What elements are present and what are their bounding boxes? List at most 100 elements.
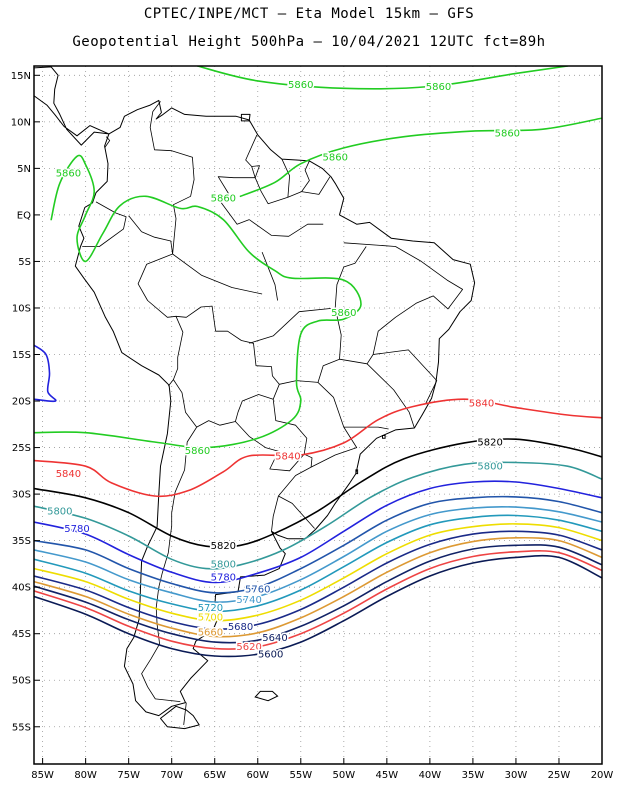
coastline: [160, 705, 200, 730]
lat-tick-label: 5S: [18, 257, 31, 268]
contour-5740: [34, 506, 602, 603]
contour-label-5840: 5840: [275, 451, 300, 462]
contour-label-5820: 5820: [477, 437, 502, 448]
lon-tick-label: 85W: [31, 770, 54, 781]
country-border: [334, 246, 367, 309]
lon-tick-label: 65W: [203, 770, 226, 781]
lon-tick-label: 45W: [376, 770, 399, 781]
contour-5860: [34, 344, 57, 403]
contour-label-5720: 5720: [198, 603, 223, 614]
island-outline: [355, 469, 359, 475]
country-border: [104, 136, 111, 149]
contour-label-5860: 5860: [495, 129, 520, 140]
lat-tick-label: EQ: [17, 210, 31, 221]
contour-label-5860: 5860: [331, 308, 356, 319]
lat-tick-label: 50S: [12, 676, 31, 687]
lat-tick-label: 10N: [11, 117, 31, 128]
lat-tick-label: 15S: [12, 350, 31, 361]
contour-5760: [34, 495, 602, 594]
contour-label-5780: 5780: [64, 524, 89, 535]
coastline: [34, 66, 110, 146]
country-border: [172, 253, 263, 295]
map-title-line-1: CPTEC/INPE/MCT – Eta Model 15km – GFS: [143, 6, 475, 22]
lon-tick-label: 30W: [505, 770, 528, 781]
contour-label-5860: 5860: [211, 194, 236, 205]
country-border: [343, 426, 389, 430]
contour-5640: [34, 544, 602, 644]
country-border: [373, 349, 438, 404]
contour-5660: [34, 536, 602, 638]
country-border: [217, 134, 258, 202]
lat-tick-label: 25S: [12, 443, 31, 454]
map-frame: [33, 65, 603, 765]
country-border: [251, 158, 290, 205]
country-border: [278, 453, 315, 529]
lat-tick-label: 15N: [11, 71, 31, 82]
contour-label-5800: 5800: [211, 559, 236, 570]
contour-labels: 5860 5860 5860 5860 5860 5860 5860 5860 5840 5840…: [46, 79, 522, 663]
contour-label-5840: 5840: [469, 398, 494, 409]
contour-label-5820: 5820: [211, 541, 236, 552]
island-outline: [254, 690, 279, 702]
lon-tick-label: 50W: [333, 770, 356, 781]
contour-label-5860: 5860: [426, 82, 451, 93]
lat-tick-label: 35S: [12, 536, 31, 547]
lat-tick-label: 40S: [12, 583, 31, 594]
country-border: [249, 307, 342, 360]
contour-5860: [196, 66, 569, 90]
country-border: [301, 176, 331, 195]
country-border: [141, 379, 198, 702]
lon-tick-label: 55W: [289, 770, 312, 781]
contour-label-5640: 5640: [262, 633, 287, 644]
lon-tick-label: 75W: [117, 770, 140, 781]
lon-tick-label: 35W: [462, 770, 485, 781]
country-border: [175, 305, 280, 428]
contour-5600: [34, 554, 602, 658]
contour-label-5800: 5800: [47, 506, 72, 517]
lon-tick-label: 60W: [246, 770, 269, 781]
contour-label-5860: 5860: [56, 169, 81, 180]
contour-5860: [239, 117, 602, 198]
contour-5620: [34, 550, 602, 650]
lon-tick-label: 40W: [419, 770, 442, 781]
country-border: [261, 251, 278, 301]
lat-tick-label: 20S: [12, 397, 31, 408]
coastline: [74, 99, 476, 717]
contour-5860: [34, 154, 362, 449]
country-border: [137, 231, 184, 387]
country-border: [287, 160, 310, 198]
lat-tick-label: 30S: [12, 490, 31, 501]
country-border: [310, 242, 463, 468]
lon-tick-label: 70W: [160, 770, 183, 781]
lat-tick-label: 55S: [12, 722, 31, 733]
contour-label-5680: 5680: [228, 622, 253, 633]
contour-label-5780: 5780: [211, 572, 236, 583]
contour-label-5600: 5600: [258, 650, 283, 661]
country-border: [128, 215, 142, 232]
contour-label-5860: 5860: [288, 80, 313, 91]
country-border: [271, 495, 279, 532]
country-border: [248, 219, 324, 237]
country-border: [366, 363, 415, 429]
lon-tick-label: 20W: [591, 770, 614, 781]
contour-label-5740: 5740: [236, 595, 261, 606]
coastline: [240, 113, 251, 122]
contour-5840: [34, 398, 602, 498]
country-border: [279, 380, 319, 385]
contour-label-5860: 5860: [322, 153, 347, 164]
contour-5820: [34, 438, 602, 548]
contour-5680: [34, 530, 602, 630]
country-border: [219, 200, 250, 225]
country-border: [235, 399, 308, 472]
lon-tick-label: 25W: [548, 770, 571, 781]
lon-tick-label: 80W: [74, 770, 97, 781]
country-border: [183, 702, 187, 725]
contour-5780: [34, 480, 602, 584]
country-border: [149, 101, 195, 255]
lat-tick-label: 10S: [12, 303, 31, 314]
contour-label-5800: 5800: [477, 462, 502, 473]
contour-5800: [34, 461, 602, 570]
contour-label-5700: 5700: [198, 612, 223, 623]
contour-5720: [34, 514, 602, 613]
